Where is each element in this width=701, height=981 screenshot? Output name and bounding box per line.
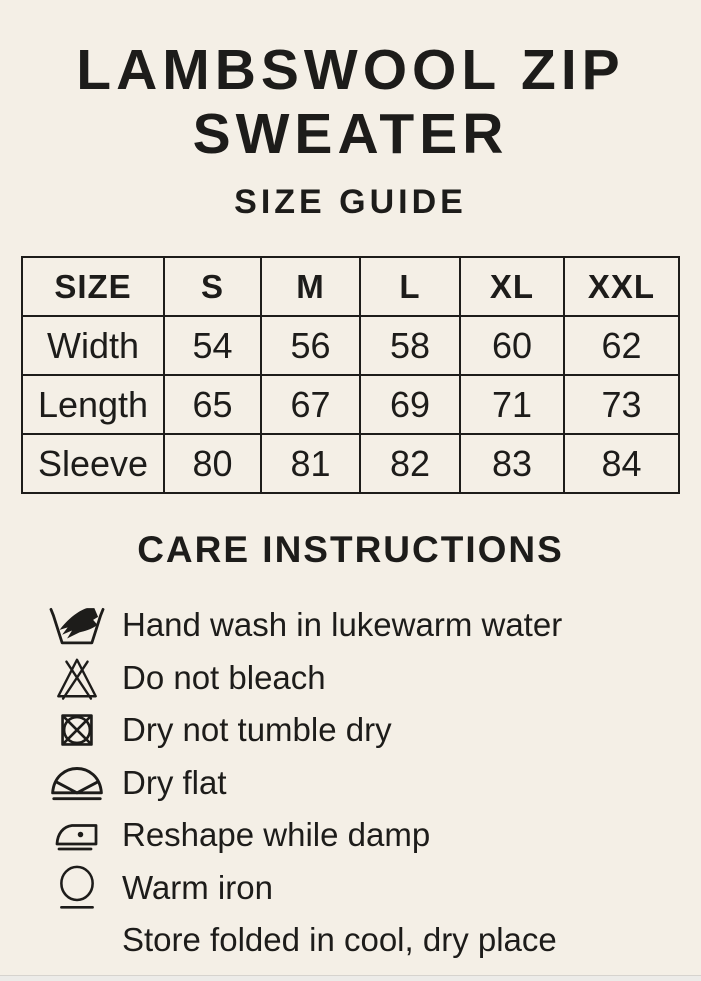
row-label: Width: [21, 315, 165, 376]
col-header-size: SIZE: [21, 256, 165, 317]
care-item-do-not-bleach: Do not bleach: [44, 652, 701, 705]
product-title: LAMBSWOOL ZIP SWEATER: [76, 38, 625, 166]
cell-value: 62: [563, 315, 680, 376]
row-label: Sleeve: [21, 433, 165, 494]
care-item-label: Store folded in cool, dry place: [122, 921, 557, 959]
cell-value: 60: [459, 315, 565, 376]
cell-value: 81: [260, 433, 361, 494]
col-header-s: S: [163, 256, 262, 317]
cell-value: 80: [163, 433, 262, 494]
table-row-sleeve: Sleeve 80 81 82 83 84: [21, 433, 680, 494]
care-item-label: Reshape while damp: [122, 816, 431, 854]
size-guide-heading: SIZE GUIDE: [234, 183, 467, 221]
care-item-dry-flat: Dry flat: [44, 757, 701, 810]
care-item-label: Dry flat: [122, 763, 227, 801]
page-bottom-edge: [0, 975, 701, 981]
care-item-do-not-tumble-dry: Dry not tumble dry: [44, 704, 701, 757]
cell-value: 65: [163, 374, 262, 435]
cell-value: 69: [359, 374, 461, 435]
table-row-width: Width 54 56 58 60 62: [21, 315, 680, 376]
size-table: SIZE S M L XL XXL Width 54 56 58 60 62 L…: [21, 256, 680, 494]
table-row-length: Length 65 67 69 71 73: [21, 374, 680, 435]
col-header-l: L: [359, 256, 461, 317]
cell-value: 54: [163, 315, 262, 376]
row-label: Length: [21, 374, 165, 435]
cell-value: 83: [459, 433, 565, 494]
dry-flat-icon: [44, 765, 110, 801]
cell-value: 73: [563, 374, 680, 435]
care-item-warm-iron: Warm iron: [44, 862, 701, 915]
cell-value: 71: [459, 374, 565, 435]
care-item-label: Dry not tumble dry: [122, 711, 392, 749]
care-instructions-list: Hand wash in lukewarm water Do not bleac…: [0, 599, 701, 967]
cell-value: 84: [563, 433, 680, 494]
care-item-label: Do not bleach: [122, 658, 326, 696]
col-header-m: M: [260, 256, 361, 317]
care-instructions-heading: CARE INSTRUCTIONS: [137, 529, 564, 570]
cell-value: 58: [359, 315, 461, 376]
care-item-hand-wash: Hand wash in lukewarm water: [44, 599, 701, 652]
warm-iron-icon: [44, 865, 110, 911]
care-item-label: Warm iron: [122, 868, 273, 906]
col-header-xl: XL: [459, 256, 565, 317]
col-header-xxl: XXL: [563, 256, 680, 317]
do-not-tumble-dry-icon: [44, 711, 110, 749]
cell-value: 56: [260, 315, 361, 376]
cell-value: 82: [359, 433, 461, 494]
care-item-storage: Store folded in cool, dry place: [44, 914, 701, 967]
size-table-header-row: SIZE S M L XL XXL: [21, 256, 680, 317]
cell-value: 67: [260, 374, 361, 435]
hand-wash-icon: [44, 603, 110, 648]
care-item-label: Hand wash in lukewarm water: [122, 606, 563, 644]
reshape-icon: [44, 820, 110, 851]
do-not-bleach-icon: [44, 654, 110, 702]
care-item-reshape: Reshape while damp: [44, 809, 701, 862]
